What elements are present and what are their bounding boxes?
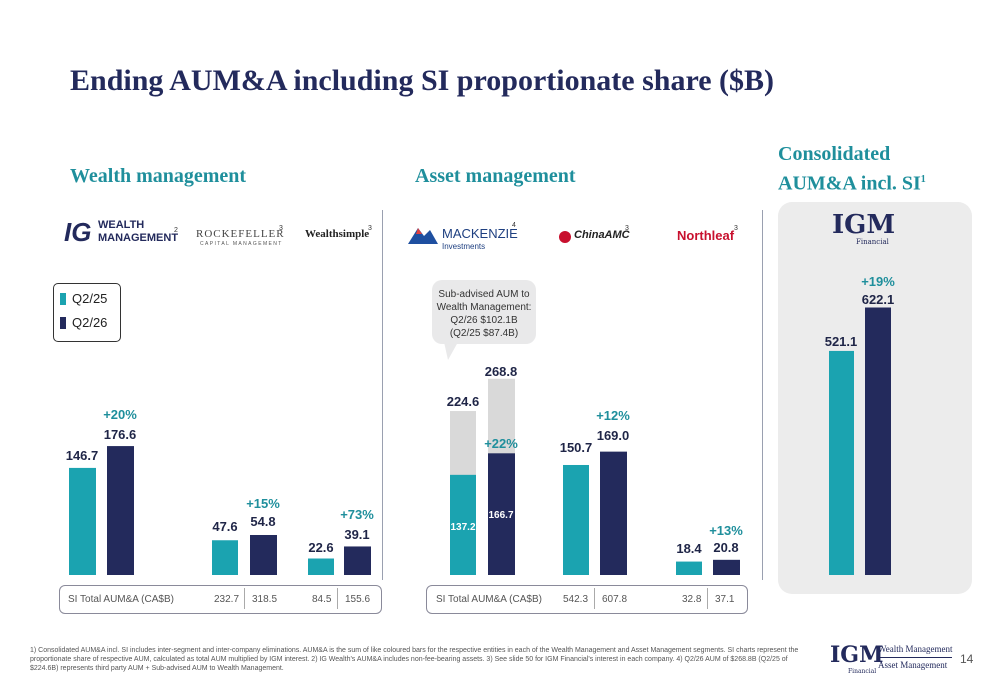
label-wealthsimple-q2-25: 22.6 [308,540,333,555]
growth-wealthsimple: +73% [340,507,374,522]
footer-brand-logo: IGM Financial Wealth Management Asset Ma… [830,642,953,675]
section-divider-left [382,210,383,580]
subadvised-callout: Sub-advised AUM to Wealth Management: Q2… [432,280,536,344]
si-total-label-wealth: SI Total AUM&A (CA$B) [68,594,174,605]
si-total-rockefeller-q2-25: 232.7 [214,594,240,605]
mackenzie-logo: MACKENZIE Investments 4 [408,222,518,254]
label-mackenzie-q2-25: 224.6 [447,394,480,409]
bar-chinaamc-q2-25 [563,464,589,575]
bar-ig-q2-26 [107,446,134,575]
label-mackenzie-q2-25-inner: 137.2 [450,522,475,533]
footnote: 1) Consolidated AUM&A incl. SI includes … [30,647,799,672]
growth-consolidated: +19% [861,274,895,289]
label-consolidated-q2-26: 622.1 [862,292,895,307]
label-chinaamc-q2-25: 150.7 [560,440,593,455]
si-total-wealthsimple-q2-25: 84.5 [312,594,332,605]
bar-northleaf-q2-25 [676,561,702,575]
section-divider-right [762,210,763,580]
label-wealthsimple-q2-26: 39.1 [344,527,369,542]
consolidated-section-title: Consolidated AUM&A incl. SI1 [778,143,926,195]
bar-consolidated-q2-26 [865,307,891,575]
ig-wealth-logo: IG WEALTH MANAGEMENT 2 [64,217,179,247]
si-total-label-asset: SI Total AUM&A (CA$B) [436,594,542,605]
footer-brand-rule [878,657,952,658]
chart-legend: Q2/25 Q2/26 [53,283,121,342]
si-total-rockefeller-q2-26: 318.5 [252,594,278,605]
growth-ig: +20% [103,407,137,422]
si-total-box-wealth [59,585,382,614]
growth-rockefeller: +15% [246,496,280,511]
bar-northleaf-q2-26 [713,559,740,575]
bar-wealthsimple-q2-25 [308,558,334,575]
legend-item-q2-25: Q2/25 [60,291,107,306]
label-consolidated-q2-25: 521.1 [825,334,858,349]
si-total-wealthsimple-q2-26: 155.6 [345,594,371,605]
wealth-section-title: Wealth management [70,165,247,187]
growth-northleaf: +13% [709,523,743,538]
si-total-chinaamc-q2-26: 607.8 [602,594,628,605]
legend-swatch-q2-25 [60,292,66,305]
wealthsimple-logo: Wealthsimple 3 [305,225,372,240]
bar-chinaamc-q2-26 [600,451,627,575]
igm-logo: IGM Financial [832,210,896,246]
si-total-chinaamc-q2-25: 542.3 [563,594,589,605]
label-ig-q2-26: 176.6 [104,427,137,442]
legend-swatch-q2-26 [60,316,66,329]
page-title: Ending AUM&A including SI proportionate … [70,64,775,97]
si-total-box-asset [426,585,748,614]
si-total-northleaf-q2-25: 32.8 [682,594,702,605]
page-number: 14 [960,652,974,666]
si-total-northleaf-q2-26: 37.1 [715,594,735,605]
label-northleaf-q2-26: 20.8 [713,540,738,555]
bar-mackenzie-q2-26-inner [488,453,515,575]
si-total-divider [594,588,595,609]
bar-wealthsimple-q2-26 [344,546,371,575]
rockefeller-logo: ROCKEFELLER CAPITAL MANAGEMENT 3 [196,225,285,247]
chinaamc-emblem-icon [559,231,571,243]
growth-chinaamc: +12% [596,408,630,423]
legend-item-q2-26: Q2/26 [60,315,107,330]
label-rockefeller-q2-26: 54.8 [250,514,275,529]
chinaamc-logo: ChinaAMC 3 [558,225,638,246]
si-total-divider [244,588,245,609]
label-ig-q2-25: 146.7 [66,448,99,463]
label-mackenzie-q2-26-inner: 166.7 [488,510,513,521]
growth-mackenzie: +22% [484,436,518,451]
si-total-divider [707,588,708,609]
label-northleaf-q2-25: 18.4 [676,541,702,556]
callout-pointer [444,342,458,360]
bar-rockefeller-q2-26 [250,534,277,575]
label-rockefeller-q2-25: 47.6 [212,519,237,534]
mackenzie-mountain-icon [408,228,438,244]
bar-consolidated-q2-25 [829,350,854,575]
label-mackenzie-q2-26: 268.8 [485,364,518,379]
northleaf-logo: Northleaf 3 [677,225,738,243]
bar-ig-q2-25 [69,467,96,575]
si-total-divider [337,588,338,609]
bar-mackenzie-q2-25-inner [450,474,476,575]
bar-rockefeller-q2-25 [212,540,238,575]
asset-section-title: Asset management [415,165,576,187]
label-chinaamc-q2-26: 169.0 [597,428,630,443]
